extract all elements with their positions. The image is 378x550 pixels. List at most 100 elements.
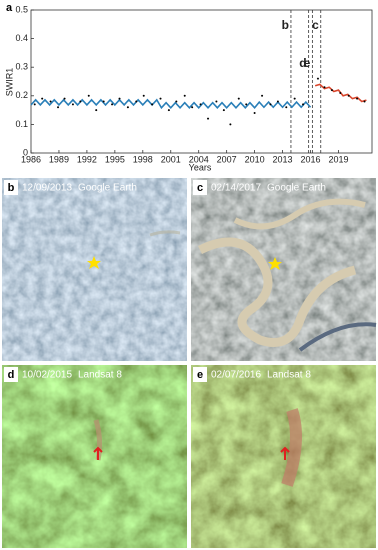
data-point	[302, 103, 305, 106]
data-point	[253, 111, 256, 114]
data-point	[167, 109, 170, 112]
label-box	[4, 367, 18, 382]
data-point	[269, 103, 272, 106]
panel-date: 02/14/2017	[211, 183, 261, 194]
data-point	[245, 103, 248, 106]
data-point	[175, 100, 178, 103]
data-point	[316, 77, 319, 80]
data-point	[49, 100, 52, 103]
panel-label: b	[8, 182, 15, 194]
y-tick-label: 0.5	[15, 4, 28, 14]
data-point	[293, 97, 296, 100]
data-point	[330, 89, 333, 92]
panel-e: e 02/07/2016 Landsat 8	[191, 365, 376, 548]
data-point	[57, 106, 60, 109]
plot-frame	[30, 9, 373, 154]
x-tick-label: 1998	[133, 154, 153, 164]
x-tick-label: 2019	[328, 154, 348, 164]
data-point	[215, 100, 218, 103]
label-box	[193, 180, 207, 195]
x-axis-label: Years	[189, 162, 212, 172]
data-point	[95, 109, 98, 112]
data-point	[237, 97, 240, 100]
panel-date: 02/07/2016	[211, 370, 261, 381]
panel-d: d 10/02/2015 Landsat 8	[2, 365, 187, 548]
data-point	[63, 97, 66, 100]
data-point	[199, 103, 202, 106]
data-point	[159, 97, 162, 100]
label-box	[193, 367, 207, 382]
y-tick-label: 0.4	[15, 33, 28, 43]
data-point	[222, 109, 225, 112]
event-label: e	[304, 56, 311, 70]
data-point	[41, 97, 44, 100]
satellite-image	[2, 365, 187, 548]
data-point	[102, 100, 105, 103]
data-point	[87, 94, 90, 97]
clearing	[281, 408, 302, 487]
data-point	[207, 117, 210, 120]
y-tick-label: 0.3	[15, 62, 28, 72]
data-point	[151, 103, 154, 106]
satellite-image	[2, 178, 187, 361]
data-point	[71, 103, 74, 106]
data-point	[191, 106, 194, 109]
data-point	[276, 100, 279, 103]
data-point	[135, 100, 138, 103]
panel-b: b 12/09/2013 Google Earth	[2, 178, 187, 361]
track	[149, 230, 181, 237]
panel-source: Landsat 8	[78, 370, 122, 381]
panel-label: c	[197, 182, 203, 194]
x-tick-label: 2016	[300, 154, 320, 164]
data-point	[285, 106, 288, 109]
panel-source: Google Earth	[78, 183, 137, 194]
x-tick-label: 1992	[77, 154, 97, 164]
x-tick-label: 1995	[105, 154, 125, 164]
data-point	[33, 103, 36, 106]
satellite-image	[191, 365, 376, 548]
label-box	[4, 180, 18, 195]
data-point	[356, 97, 359, 100]
road	[298, 322, 377, 352]
x-tick-label: 1986	[21, 154, 41, 164]
data-point	[142, 94, 145, 97]
arrow-marker	[280, 446, 290, 460]
y-tick-label: 0	[23, 147, 28, 157]
y-axis-label: SWIR1	[4, 68, 14, 97]
event-label: d	[299, 56, 306, 70]
panel-date: 12/09/2013	[22, 183, 72, 194]
data-point	[118, 97, 121, 100]
x-tick-label: 2010	[245, 154, 265, 164]
series-line	[30, 98, 312, 110]
data-point	[229, 123, 232, 126]
panel-label: d	[8, 369, 15, 381]
y-tick-label: 0.1	[15, 119, 28, 129]
x-tick-label: 1989	[49, 154, 69, 164]
x-tick-label: 2013	[273, 154, 293, 164]
data-point	[79, 100, 82, 103]
star-marker	[87, 256, 101, 269]
arrow-marker	[93, 446, 103, 460]
star-marker	[268, 257, 282, 270]
y-tick-label: 0.2	[15, 90, 28, 100]
event-label: c	[312, 18, 319, 32]
panel-c: c 02/14/2017 Google Earth	[191, 178, 377, 361]
road	[197, 237, 357, 347]
panel-label: a	[6, 2, 13, 14]
data-point	[323, 86, 326, 89]
panel-label: e	[197, 369, 203, 381]
x-tick-label: 2004	[189, 154, 209, 164]
road	[233, 198, 366, 230]
data-point	[126, 106, 129, 109]
x-tick-label: 2007	[217, 154, 237, 164]
panel-source: Google Earth	[267, 183, 326, 194]
panel-source: Landsat 8	[267, 370, 311, 381]
x-tick-label: 2001	[161, 154, 181, 164]
data-point	[363, 100, 366, 103]
event-label: b	[282, 18, 289, 32]
data-point	[347, 94, 350, 97]
data-point	[111, 103, 114, 106]
data-point	[339, 91, 342, 94]
data-point	[183, 94, 186, 97]
